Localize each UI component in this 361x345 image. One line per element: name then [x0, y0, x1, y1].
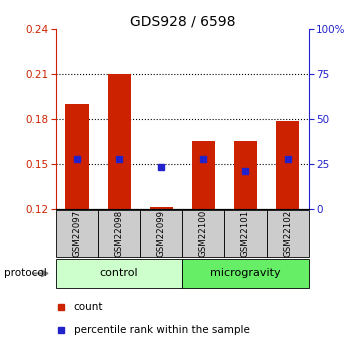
Text: GSM22102: GSM22102	[283, 210, 292, 257]
FancyBboxPatch shape	[140, 210, 182, 257]
Bar	[276, 120, 299, 209]
Text: GSM22097: GSM22097	[73, 210, 82, 257]
Title: GDS928 / 6598: GDS928 / 6598	[130, 14, 235, 28]
Bar	[108, 74, 131, 209]
FancyBboxPatch shape	[56, 259, 182, 288]
Text: GSM22098: GSM22098	[115, 210, 123, 257]
Text: GSM22100: GSM22100	[199, 210, 208, 257]
FancyBboxPatch shape	[56, 210, 98, 257]
Text: microgravity: microgravity	[210, 268, 281, 278]
Bar	[234, 141, 257, 209]
Text: control: control	[100, 268, 138, 278]
Text: GSM22099: GSM22099	[157, 210, 166, 257]
Text: count: count	[74, 302, 103, 312]
FancyBboxPatch shape	[98, 210, 140, 257]
Text: GSM22101: GSM22101	[241, 210, 250, 257]
FancyBboxPatch shape	[266, 210, 309, 257]
Bar	[65, 104, 88, 209]
Bar	[192, 141, 215, 209]
Bar	[150, 207, 173, 209]
FancyBboxPatch shape	[225, 210, 266, 257]
FancyBboxPatch shape	[182, 210, 225, 257]
FancyBboxPatch shape	[182, 259, 309, 288]
Text: protocol: protocol	[4, 268, 46, 278]
Text: percentile rank within the sample: percentile rank within the sample	[74, 325, 249, 335]
